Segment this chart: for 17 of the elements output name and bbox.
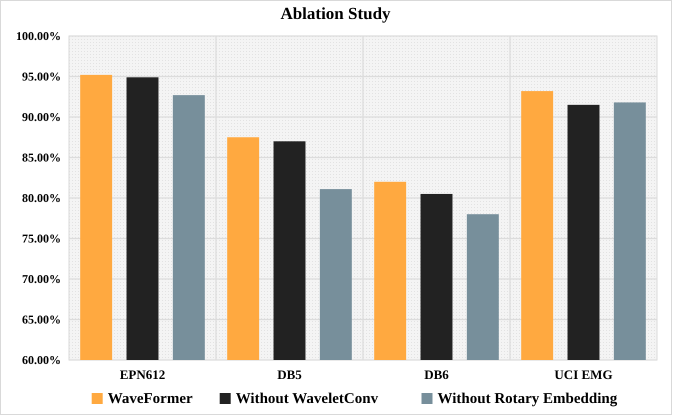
- x-tick-label: DB6: [424, 367, 450, 382]
- y-tick-label: 80.00%: [22, 191, 61, 206]
- legend-label: Without WaveletConv: [236, 391, 379, 407]
- legend-label: WaveFormer: [108, 391, 194, 407]
- x-tick-label: UCI EMG: [554, 367, 613, 382]
- y-tick-label: 70.00%: [22, 272, 61, 286]
- chart-title: Ablation Study: [280, 4, 392, 23]
- y-tick-label: 65.00%: [22, 312, 61, 327]
- y-tick-label: 85.00%: [22, 150, 61, 165]
- y-tick-label: 95.00%: [22, 70, 61, 84]
- x-tick-label: EPN612: [120, 367, 166, 382]
- y-tick-label: 60.00%: [22, 353, 61, 368]
- y-tick-label: 90.00%: [22, 110, 61, 124]
- y-tick-label: 100.00%: [16, 29, 61, 44]
- legend-label: Without Rotary Embedding: [438, 391, 618, 407]
- y-tick-label: 75.00%: [22, 232, 61, 246]
- x-tick-label: DB5: [277, 367, 302, 382]
